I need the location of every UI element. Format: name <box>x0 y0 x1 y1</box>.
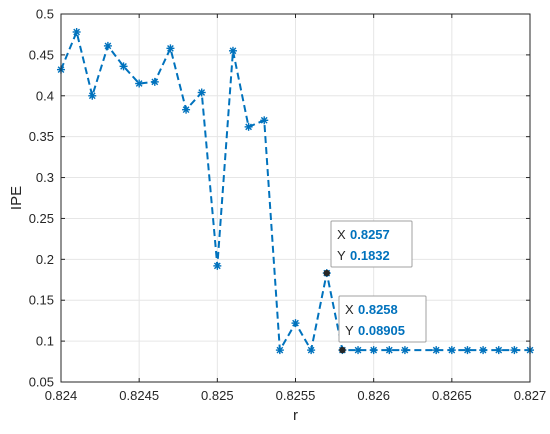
y-tick-label: 0.35 <box>29 129 54 144</box>
data-point-marker <box>479 346 488 355</box>
data-point-marker <box>182 105 191 114</box>
data-point-marker <box>72 27 81 36</box>
y-tick-label: 0.4 <box>36 88 54 103</box>
datatip-anchor-dot <box>339 346 346 354</box>
datatip-y-label: Y <box>345 323 354 338</box>
data-point-marker <box>150 77 159 86</box>
datatip-x-value: 0.8258 <box>358 302 398 317</box>
data-point-marker <box>307 346 316 355</box>
data-point-marker <box>385 346 394 355</box>
y-tick-label: 0.05 <box>29 375 54 390</box>
y-tick-label: 0.1 <box>36 334 54 349</box>
x-tick-label: 0.8255 <box>276 388 316 403</box>
data-point-marker <box>103 41 112 50</box>
data-point-marker <box>510 346 519 355</box>
y-tick-label: 0.2 <box>36 252 54 267</box>
y-tick-label: 0.45 <box>29 47 54 62</box>
data-point-marker <box>244 122 253 131</box>
data-point-marker <box>400 346 409 355</box>
datatip-anchor-dot <box>323 269 330 277</box>
datatip[interactable]: X 0.8257 Y 0.1832 <box>323 220 413 277</box>
x-tick-label: 0.8245 <box>119 388 159 403</box>
datatip-x-label: X <box>337 227 346 242</box>
data-point-marker <box>494 346 503 355</box>
y-tick-label: 0.25 <box>29 211 54 226</box>
data-point-marker <box>166 44 175 53</box>
x-tick-label: 0.824 <box>45 388 78 403</box>
data-point-marker <box>447 346 456 355</box>
datatip-x-value: 0.8257 <box>350 227 390 242</box>
datatip-box <box>338 295 427 343</box>
data-point-marker <box>260 116 269 125</box>
x-axis-label: r <box>293 407 298 424</box>
data-point-marker <box>119 62 128 71</box>
x-axis: 0.824 0.8245 0.825 0.8255 0.826 0.8265 0.827 <box>45 14 547 403</box>
datatip-box <box>330 220 413 268</box>
datatip-x-label: X <box>345 302 354 317</box>
data-point-marker <box>88 91 97 100</box>
y-axis: 0.05 0.1 0.15 0.2 0.25 0.3 0.35 0.4 0.45 0.5 <box>29 7 530 390</box>
data-point-marker <box>354 346 363 355</box>
x-tick-label: 0.827 <box>514 388 547 403</box>
datatip-y-label: Y <box>337 248 346 263</box>
datatip[interactable]: X 0.8258 Y 0.08905 <box>338 295 427 354</box>
y-tick-label: 0.3 <box>36 170 54 185</box>
data-point-marker <box>291 319 300 328</box>
y-tick-label: 0.5 <box>36 7 54 22</box>
data-point-marker <box>213 261 222 270</box>
data-point-marker <box>463 346 472 355</box>
x-tick-label: 0.825 <box>201 388 234 403</box>
data-point-marker <box>275 346 284 355</box>
data-point-marker <box>135 79 144 88</box>
datatips-layer[interactable]: X 0.8257 Y 0.1832 X 0.8258 Y 0.08905 <box>323 220 427 354</box>
datatip-y-value: 0.1832 <box>350 248 390 263</box>
x-tick-label: 0.826 <box>357 388 390 403</box>
y-axis-label: IPE <box>8 186 25 210</box>
data-point-marker <box>197 88 206 97</box>
data-point-marker <box>228 46 237 55</box>
y-tick-label: 0.15 <box>29 293 54 308</box>
data-point-marker <box>432 346 441 355</box>
x-tick-label: 0.8265 <box>432 388 472 403</box>
data-point-marker <box>369 346 378 355</box>
datatip-y-value: 0.08905 <box>358 323 405 338</box>
